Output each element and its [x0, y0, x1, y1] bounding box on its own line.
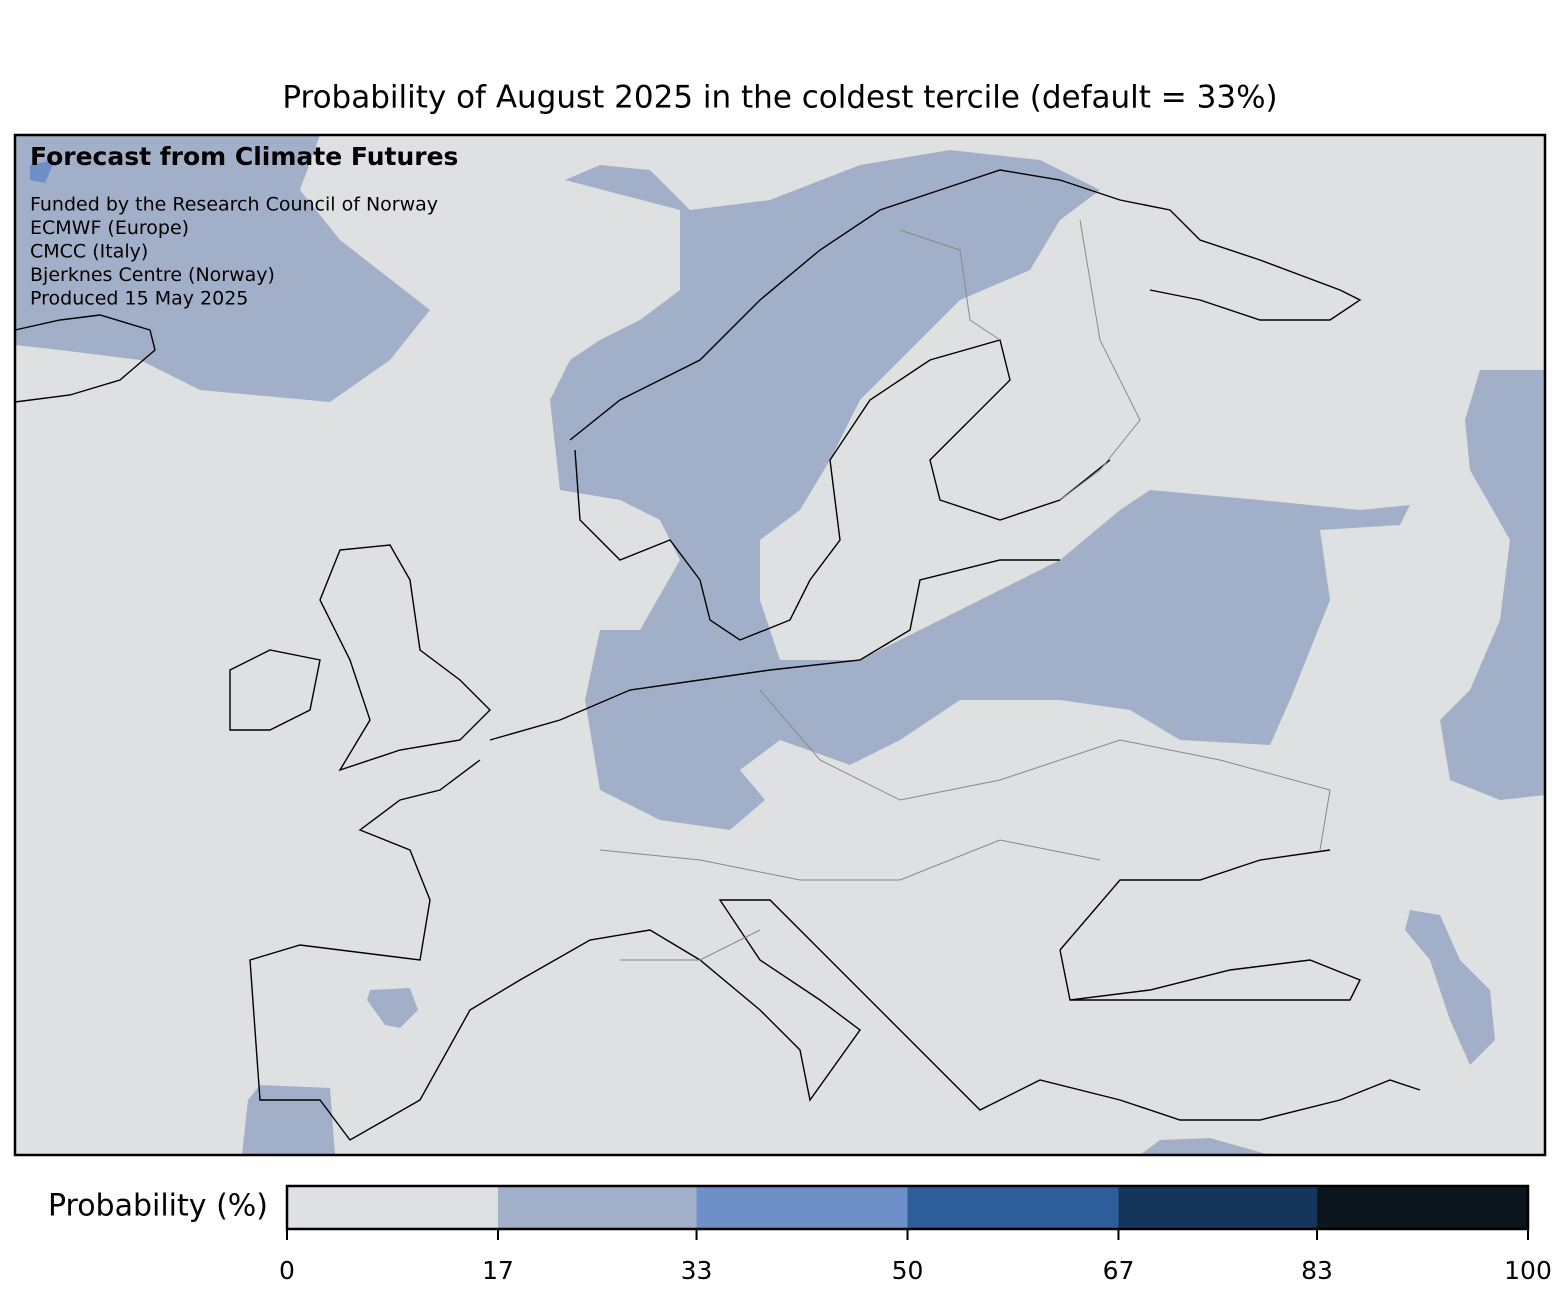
- coastline: [249, 759, 1421, 1141]
- coastline: [14, 314, 156, 403]
- colorbar-tick-label: 0: [279, 1256, 295, 1285]
- country-border: [599, 219, 1331, 961]
- forecast-region: [367, 988, 418, 1028]
- colorbar-tick-label: 100: [1504, 1256, 1552, 1285]
- colorbar-segment: [497, 1186, 697, 1229]
- annotation-line: Produced 15 May 2025: [30, 288, 248, 310]
- annotation-line: Funded by the Research Council of Norway: [30, 194, 438, 216]
- coastline: [319, 544, 491, 772]
- map: [14, 135, 1545, 1155]
- colorbar-label: Probability (%): [48, 1189, 268, 1224]
- coastline: [229, 649, 321, 731]
- map-heading: Forecast from Climate Futures: [30, 142, 458, 171]
- colorbar-segment: [287, 1186, 498, 1229]
- coastline: [489, 559, 1060, 741]
- annotation-line: ECMWF (Europe): [30, 217, 189, 239]
- colorbar-tick-label: 17: [482, 1256, 514, 1285]
- forecast-region: [1440, 370, 1545, 800]
- forecast-region: [30, 160, 55, 183]
- forecast-region: [1405, 910, 1495, 1065]
- coastline: [1059, 849, 1361, 1001]
- coastline: [574, 339, 1111, 641]
- annotation-lines: Funded by the Research Council of Norway…: [30, 194, 438, 310]
- forecast-region: [242, 1085, 335, 1155]
- colorbar-segment: [696, 1186, 908, 1229]
- colorbar: 0 17 33 50 67 83 100: [279, 1184, 1552, 1285]
- annotation-line: Bjerknes Centre (Norway): [30, 264, 275, 286]
- title: Probability of August 2025 in the coldes…: [282, 80, 1277, 116]
- colorbar-segment: [907, 1186, 1119, 1229]
- forecast-region: [550, 150, 1410, 830]
- colorbar-tick-label: 67: [1103, 1256, 1135, 1285]
- forecast-region: [15, 135, 430, 402]
- map-frame: [13, 133, 1547, 1157]
- colorbar-tick-label: 83: [1301, 1256, 1333, 1285]
- colorbar-tick-label: 50: [892, 1256, 924, 1285]
- annotation-line: CMCC (Italy): [30, 241, 148, 263]
- colorbar-segment: [1317, 1186, 1528, 1229]
- coastline: [569, 169, 1362, 441]
- colorbar-segment: [1118, 1186, 1318, 1229]
- colorbar-tick-label: 33: [681, 1256, 713, 1285]
- forecast-region: [1140, 1138, 1270, 1155]
